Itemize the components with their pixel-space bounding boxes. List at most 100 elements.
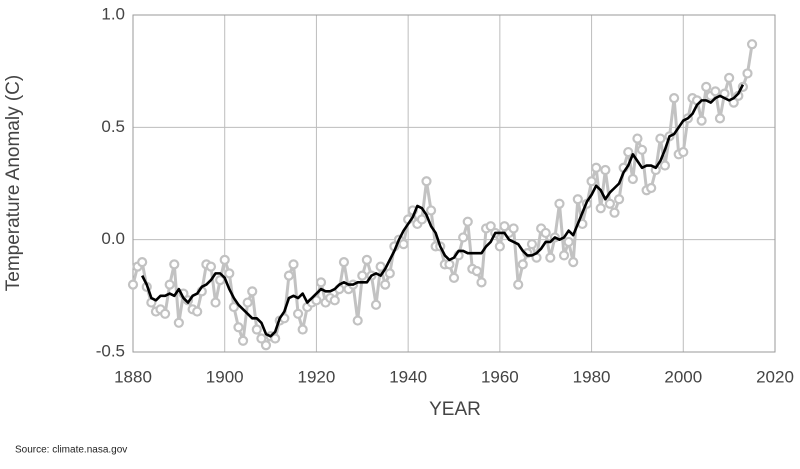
data-point [499, 221, 510, 232]
data-point [476, 277, 487, 288]
data-point [458, 232, 469, 243]
data-point [297, 324, 308, 335]
data-point [710, 86, 721, 97]
data-point [169, 259, 180, 270]
x-tick-label: 1920 [298, 367, 336, 386]
x-tick-label: 1900 [206, 367, 244, 386]
data-point [563, 236, 574, 248]
data-point [627, 173, 638, 185]
data-point [270, 333, 281, 344]
data-point [636, 144, 648, 155]
data-point [357, 270, 368, 281]
data-point [247, 286, 258, 297]
data-point [554, 198, 565, 209]
data-point [508, 223, 519, 234]
data-point [352, 315, 363, 326]
data-point [485, 221, 496, 232]
data-point [137, 257, 148, 268]
data-point [421, 176, 432, 187]
x-tick-label: 1960 [481, 367, 519, 386]
data-point [558, 250, 570, 261]
data-point [572, 194, 583, 205]
data-point [540, 227, 551, 239]
data-point [260, 340, 272, 351]
data-point [545, 252, 556, 263]
data-point [228, 301, 239, 313]
data-point [724, 72, 735, 84]
data-point [219, 254, 230, 265]
data-point [513, 279, 524, 290]
data-point [586, 176, 597, 187]
data-point [609, 207, 620, 218]
data-point [215, 275, 226, 286]
data-point [448, 272, 460, 283]
data-point [696, 115, 707, 126]
data-point [233, 322, 244, 333]
data-point [425, 205, 437, 216]
source-note: Source: climate.nasa.gov [15, 445, 127, 456]
data-point [517, 259, 528, 270]
data-point [604, 198, 616, 209]
data-point [462, 216, 473, 227]
plot-frame [132, 14, 776, 353]
data-point [315, 277, 327, 288]
series-line [131, 43, 754, 347]
x-tick-label: 2020 [756, 367, 794, 386]
x-axis-label: YEAR [429, 399, 481, 420]
data-point [591, 162, 602, 173]
data-point [613, 194, 625, 205]
data-point [595, 203, 606, 214]
data-point [375, 261, 386, 272]
data-point [329, 295, 340, 306]
data-point [210, 297, 221, 308]
data-point [471, 266, 483, 277]
data-point [361, 254, 372, 265]
data-point [256, 333, 267, 344]
data-point [444, 259, 455, 270]
data-point [283, 270, 295, 281]
data-point [127, 279, 139, 290]
data-point [338, 257, 350, 268]
data-point [655, 133, 666, 144]
data-point [292, 308, 304, 319]
data-point [160, 308, 171, 319]
data-point [632, 133, 643, 144]
data-point [384, 268, 395, 279]
data-point [370, 299, 382, 310]
data-point [701, 81, 712, 92]
data-point [224, 268, 235, 279]
data-point [251, 324, 262, 335]
data-point [288, 259, 299, 270]
data-point [646, 182, 657, 194]
data-point [416, 214, 427, 225]
x-tick-label: 2000 [664, 367, 702, 386]
data-point [526, 239, 538, 250]
x-tick-label: 1980 [573, 367, 611, 386]
y-tick-label: 0.5 [101, 117, 125, 136]
data-point [742, 68, 753, 79]
data-point [192, 306, 203, 317]
data-point [164, 279, 175, 290]
x-tick-label: 1880 [114, 367, 152, 386]
data-point [623, 146, 634, 158]
y-tick-label: 1.0 [101, 4, 125, 23]
data-point [678, 146, 689, 158]
data-point [659, 160, 671, 171]
data-point [494, 241, 505, 252]
data-point [380, 279, 391, 290]
x-tick-label: 1940 [389, 367, 427, 386]
y-tick-label: -0.5 [96, 341, 125, 360]
data-point [242, 297, 253, 308]
data-point [398, 239, 409, 250]
y-tick-label: 0.0 [101, 229, 125, 248]
series-line [141, 84, 745, 338]
data-point [746, 39, 758, 50]
data-point [714, 113, 726, 124]
data-point [173, 317, 184, 328]
data-point [311, 295, 322, 306]
data-point [205, 261, 217, 272]
y-axis-label: Temperature Anomaly (C) [3, 75, 24, 291]
data-point [568, 257, 579, 268]
data-point [600, 164, 611, 176]
